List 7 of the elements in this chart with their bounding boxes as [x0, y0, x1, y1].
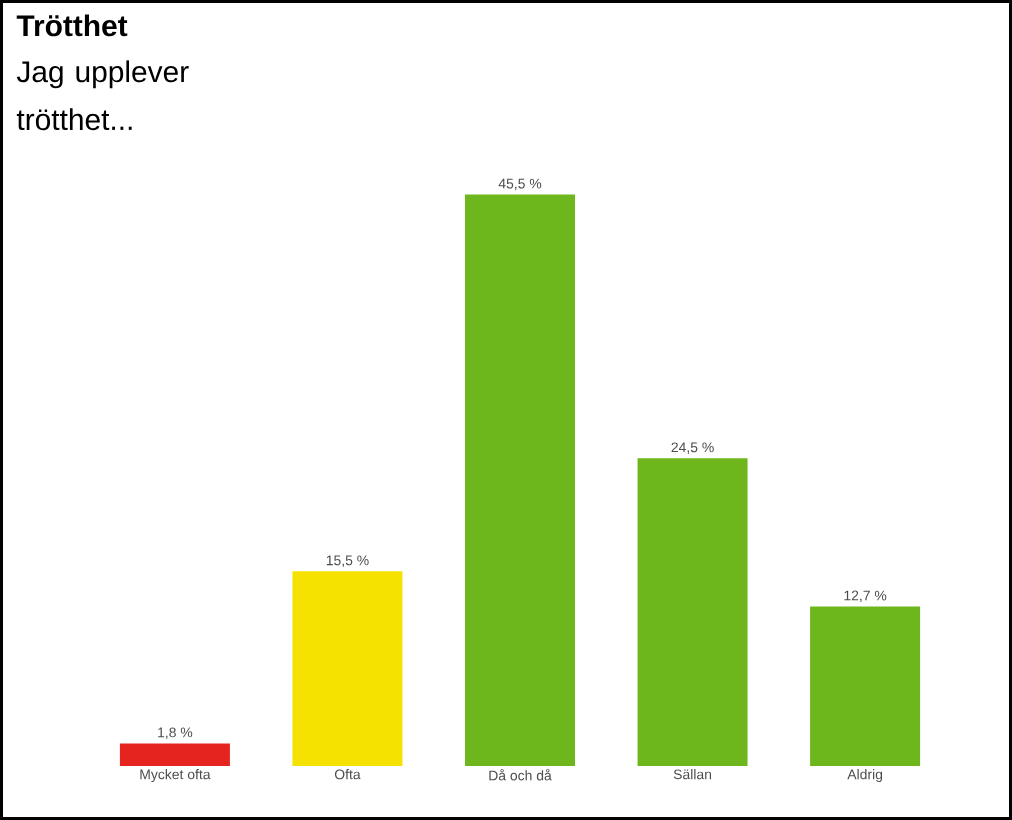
chart-title: Trötthet — [16, 14, 128, 37]
bar — [637, 458, 748, 766]
bar — [465, 194, 576, 766]
bar — [810, 606, 921, 766]
chart-subtitle: Jag upplever trötthet... — [16, 60, 189, 131]
bar — [292, 571, 403, 766]
bar — [119, 743, 230, 766]
